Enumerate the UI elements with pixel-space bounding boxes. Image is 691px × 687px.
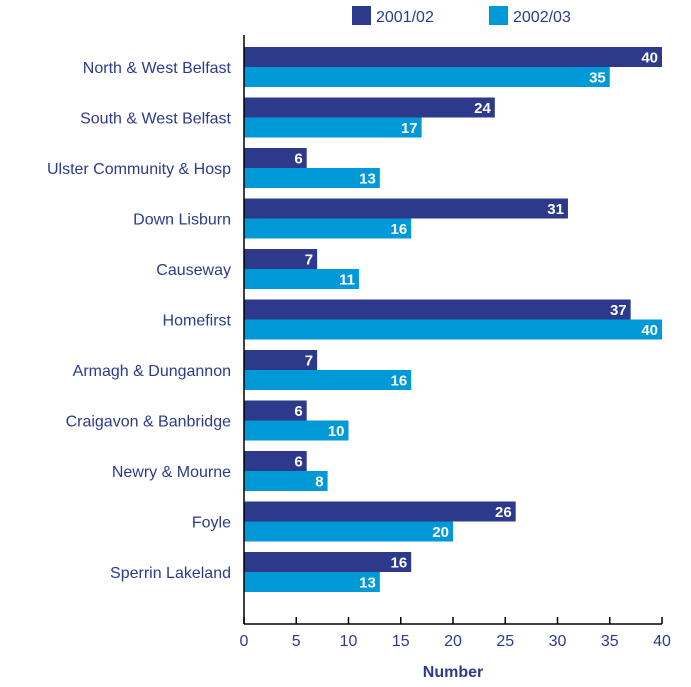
category-label: South & West Belfast	[80, 111, 231, 128]
data-label: 6	[294, 454, 302, 471]
bar	[244, 269, 359, 289]
data-label: 6	[294, 403, 302, 420]
category-label: Sperrin Lakeland	[110, 565, 231, 582]
data-label: 16	[391, 221, 408, 238]
bar	[244, 168, 380, 188]
data-label: 13	[359, 575, 376, 592]
legend-label: 2001/02	[376, 9, 434, 26]
data-label: 7	[305, 353, 313, 370]
bar	[244, 451, 307, 471]
bar	[244, 319, 662, 340]
category-label: Craigavon & Banbridge	[66, 414, 232, 431]
bar	[244, 97, 495, 118]
data-label: 10	[328, 423, 345, 440]
bar	[244, 521, 453, 542]
x-tick-label: 30	[549, 633, 567, 650]
category-label: Ulster Community & Hosp	[47, 161, 231, 178]
bar	[244, 198, 568, 219]
data-label: 8	[315, 474, 323, 491]
x-tick-label: 20	[444, 633, 462, 650]
bars	[244, 47, 662, 592]
data-label: 24	[474, 100, 491, 117]
category-label: Newry & Mourne	[112, 464, 231, 481]
legend-label: 2002/03	[513, 9, 571, 26]
category-label: Causeway	[156, 262, 231, 279]
bar	[244, 572, 380, 592]
bar	[244, 67, 610, 87]
legend-swatch	[352, 6, 371, 25]
x-tick-label: 0	[240, 633, 249, 650]
data-label: 16	[391, 555, 408, 572]
x-tick-label: 25	[496, 633, 514, 650]
axes: 0 5 10 15 20 25 30 35 40 Number	[240, 35, 671, 681]
x-tick-label: 40	[653, 633, 671, 650]
category-label: Armagh & Dungannon	[73, 363, 231, 380]
data-label: 26	[495, 504, 512, 521]
data-label: 20	[432, 524, 449, 541]
data-label: 17	[401, 120, 418, 137]
x-tick-label: 5	[292, 633, 301, 650]
bar	[244, 117, 422, 138]
data-label: 31	[547, 201, 564, 218]
x-tick-label: 15	[392, 633, 410, 650]
data-label: 40	[641, 322, 658, 339]
bar	[244, 420, 349, 441]
category-label: Homefirst	[163, 313, 232, 330]
bar	[244, 350, 318, 370]
bar	[244, 148, 307, 168]
x-tick-label: 10	[340, 633, 358, 650]
data-label: 37	[610, 302, 627, 319]
x-axis-title: Number	[423, 664, 483, 681]
data-label: 7	[305, 252, 313, 269]
bar	[244, 552, 412, 572]
category-label: North & West Belfast	[83, 60, 232, 77]
data-label: 35	[589, 70, 606, 87]
bar	[244, 249, 318, 269]
data-label: 13	[359, 171, 376, 188]
bar	[244, 501, 516, 522]
bar	[244, 47, 662, 67]
category-label: Foyle	[192, 515, 231, 532]
legend: 2001/02 2002/03	[352, 6, 571, 26]
bar	[244, 299, 631, 320]
data-label: 40	[641, 50, 658, 67]
bar	[244, 370, 412, 390]
bar	[244, 400, 307, 421]
category-label: Down Lisburn	[133, 212, 231, 229]
data-label: 6	[294, 151, 302, 168]
legend-swatch	[489, 6, 508, 25]
bar	[244, 471, 328, 491]
x-tick-label: 35	[601, 633, 619, 650]
bar	[244, 218, 412, 239]
data-label: 16	[391, 373, 408, 390]
category-labels: North & West Belfast South & West Belfast…	[47, 60, 232, 582]
data-label: 11	[339, 272, 355, 289]
